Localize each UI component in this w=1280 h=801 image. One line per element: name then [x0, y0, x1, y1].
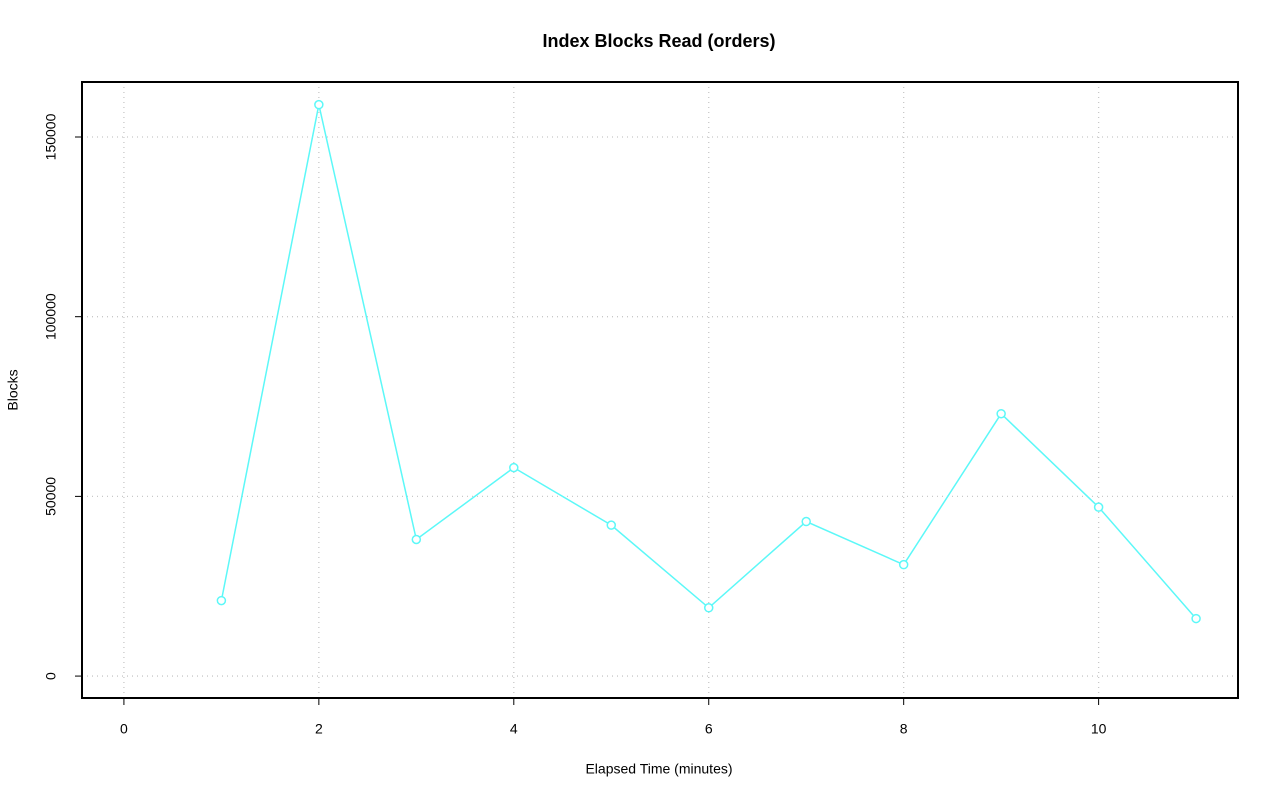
x-tick-label: 6: [705, 721, 713, 737]
data-point: [703, 603, 714, 613]
data-point: [509, 462, 519, 473]
x-tick-label: 10: [1091, 721, 1107, 737]
x-axis-label: Elapsed Time (minutes): [585, 761, 732, 777]
data-point: [606, 520, 617, 530]
data-line: [220, 104, 1197, 620]
chart-title: Index Blocks Read (orders): [542, 31, 775, 51]
x-tick-label: 2: [315, 721, 323, 737]
data-point: [1093, 502, 1104, 512]
y-tick-label: 0: [43, 672, 59, 680]
plot-frame: [81, 81, 1239, 699]
y-axis-label: Blocks: [5, 369, 21, 410]
data-point: [801, 516, 811, 527]
x-tick-label: 0: [120, 721, 128, 737]
data-point: [1191, 613, 1201, 624]
data-point: [996, 408, 1006, 419]
data-point: [314, 99, 324, 110]
x-tick-label: 4: [510, 721, 518, 737]
data-point: [898, 559, 909, 570]
data-point: [216, 595, 227, 606]
data-point: [411, 534, 422, 545]
y-tick-label: 100000: [43, 293, 59, 340]
y-tick-label: 150000: [43, 113, 59, 160]
y-tick-label: 50000: [43, 477, 59, 516]
x-tick-label: 8: [900, 721, 908, 737]
